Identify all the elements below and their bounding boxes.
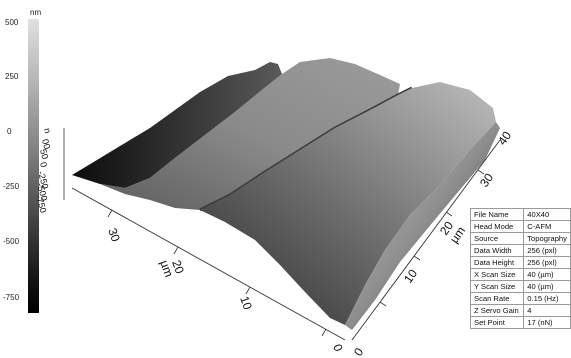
z-axis-label-2: 0	[38, 161, 49, 168]
colorbar-label-500: 500	[5, 18, 19, 27]
info-value: 0.15 (Hz)	[523, 292, 571, 305]
info-value: 256 (pxl)	[523, 244, 571, 257]
surface-front-ridge	[200, 82, 496, 325]
info-key: Head Mode	[469, 220, 525, 233]
info-value: 40X40	[523, 208, 571, 221]
info-row: Source Topography	[469, 232, 571, 245]
surface-front-slope	[345, 122, 500, 330]
info-row: Y Scan Size 40 (µm)	[469, 280, 571, 293]
left-axis-label-10: 10	[237, 294, 255, 312]
info-key: X Scan Size	[469, 268, 525, 281]
z-axis-label-0: 00	[40, 138, 52, 150]
left-axis-label-0: 0	[330, 342, 346, 353]
right-axis-label-30: 30	[477, 170, 496, 189]
colorbar-label-0: 0	[7, 127, 12, 136]
left-axis-unit: µm	[157, 258, 176, 279]
colorbar-label-neg750: -750	[3, 293, 20, 302]
info-key: Source	[469, 232, 525, 245]
info-value: 4	[523, 304, 571, 317]
info-value: Topography	[523, 232, 571, 245]
height-colorbar	[28, 19, 39, 313]
info-key: File Name	[469, 208, 525, 221]
right-axis-line	[351, 139, 501, 341]
info-key: Data Width	[469, 244, 525, 257]
colorbar-label-neg500: -500	[3, 237, 20, 246]
info-key: Y Scan Size	[469, 280, 525, 293]
z-axis-label-3: -250	[36, 170, 50, 190]
info-key: Scan Rate	[469, 292, 525, 305]
info-key: Data Height	[469, 256, 525, 269]
scan-info-table: File Name 40X40 Head Mode C-AFM Source Topogr…	[469, 208, 571, 329]
surface-middle-band	[100, 58, 400, 210]
info-value: 40 (µm)	[523, 268, 571, 281]
info-row: File Name 40X40	[469, 208, 571, 221]
left-axis-label-30: 30	[105, 226, 123, 244]
info-row: Data Height 256 (pxl)	[469, 256, 571, 269]
colorbar-unit: nm	[30, 8, 42, 17]
info-row: Set Point 17 (nN)	[469, 316, 571, 329]
z-axis-unit: n	[42, 127, 53, 134]
info-value: 40 (µm)	[523, 280, 571, 293]
z-axis-label-4: -500	[35, 182, 49, 202]
surface-back-region	[72, 62, 282, 188]
right-axis-label-0: 0	[351, 345, 366, 358]
info-row: Head Mode C-AFM	[469, 220, 571, 233]
info-value: C-AFM	[523, 220, 571, 233]
info-row: X Scan Size 40 (µm)	[469, 268, 571, 281]
info-row: Z Servo Gain 4	[469, 304, 571, 317]
info-row: Scan Rate 0.15 (Hz)	[469, 292, 571, 305]
info-key: Set Point	[469, 316, 525, 329]
z-axis-label-5: -750	[34, 194, 48, 214]
left-axis-line	[71, 187, 346, 341]
info-value: 256 (pxl)	[523, 256, 571, 269]
info-row: Data Width 256 (pxl)	[469, 244, 571, 257]
colorbar-label-250: 250	[5, 72, 19, 81]
left-axis-label-20: 20	[169, 258, 187, 276]
z-axis-label-1: 50	[38, 148, 50, 160]
colorbar-label-neg250: -250	[3, 182, 20, 191]
info-key: Z Servo Gain	[469, 304, 525, 317]
info-value: 17 (nN)	[523, 316, 571, 329]
